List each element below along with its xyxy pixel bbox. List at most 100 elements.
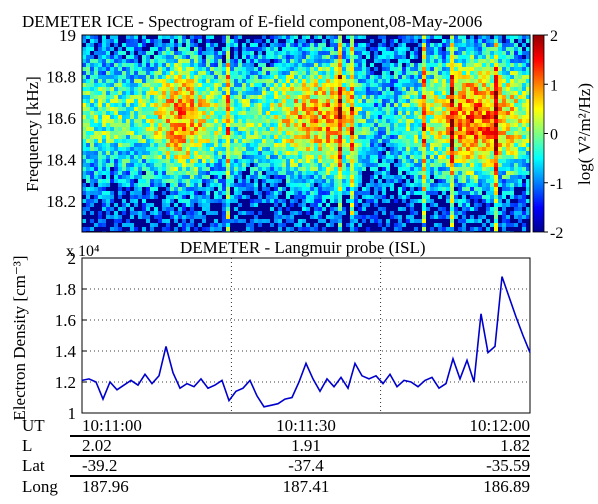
spectrogram-cell <box>494 187 498 191</box>
spectrogram-cell <box>310 179 314 183</box>
spectrogram-cell <box>474 123 478 127</box>
spectrogram-cell <box>518 219 522 223</box>
spectrogram-cell <box>314 35 318 39</box>
spectrogram-cell <box>438 51 442 55</box>
spectrogram-cell <box>190 195 194 199</box>
spectrogram-cell <box>474 155 478 159</box>
spectrogram-cell <box>310 55 314 59</box>
spectrogram-cell <box>130 75 134 79</box>
spectrogram-cell <box>250 79 254 83</box>
spectrogram-cell <box>510 115 514 119</box>
spectrogram-cell <box>338 55 342 59</box>
spectrogram-cell <box>306 163 310 167</box>
spectrogram-cell <box>166 43 170 47</box>
spectrogram-cell <box>290 63 294 67</box>
spectrogram-cell <box>398 99 402 103</box>
spectrogram-cell <box>422 47 426 51</box>
spectrogram-cell <box>342 71 346 75</box>
spectrogram-cell <box>318 71 322 75</box>
colorbar-tick-label: 1 <box>550 77 558 94</box>
spectrogram-cell <box>102 139 106 143</box>
spectrogram-cell <box>226 227 230 231</box>
spectrogram-cell <box>458 83 462 87</box>
spectrogram-cell <box>102 51 106 55</box>
spectrogram-cell <box>206 51 210 55</box>
spectrogram-cell <box>222 91 226 95</box>
spectrogram-cell <box>506 143 510 147</box>
spectrogram-cell <box>214 83 218 87</box>
spectrogram-cell <box>482 223 486 227</box>
spectrogram-cell <box>86 103 90 107</box>
spectrogram-cell <box>138 115 142 119</box>
spectrogram-cell <box>274 127 278 131</box>
spectrogram-cell <box>302 199 306 203</box>
spectrogram-cell <box>394 151 398 155</box>
spectrogram-cell <box>166 55 170 59</box>
spectrogram-cell <box>130 35 134 39</box>
spectrogram-cell <box>226 147 230 151</box>
spectrogram-cell <box>258 103 262 107</box>
spectrogram-cell <box>130 211 134 215</box>
spectrogram-cell <box>234 219 238 223</box>
spectrogram-cell <box>438 215 442 219</box>
spectrogram-cell <box>290 83 294 87</box>
spectrogram-cell <box>162 155 166 159</box>
spectrogram-cell <box>374 143 378 147</box>
spectrogram-cell <box>282 63 286 67</box>
spectrogram-cell <box>454 159 458 163</box>
spectrogram-cell <box>258 63 262 67</box>
spectrogram-cell <box>478 103 482 107</box>
spectrogram-cell <box>450 35 454 39</box>
spectrogram-cell <box>298 143 302 147</box>
density-plot-area <box>81 257 531 414</box>
spectrogram-cell <box>334 167 338 171</box>
spectrogram-cell <box>458 51 462 55</box>
spectrogram-cell <box>458 43 462 47</box>
spectrogram-cell <box>310 67 314 71</box>
spectrogram-cell <box>238 131 242 135</box>
spectrogram-cell <box>346 183 350 187</box>
spectrogram-cell <box>354 99 358 103</box>
spectrogram-cell <box>306 47 310 51</box>
spectrogram-cell <box>158 111 162 115</box>
spectrogram-cell <box>310 63 314 67</box>
spectrogram-cell <box>362 43 366 47</box>
spectrogram-cell <box>478 59 482 63</box>
spectrogram-cell <box>334 163 338 167</box>
spectrogram-cell <box>506 175 510 179</box>
spectrogram-cell <box>458 123 462 127</box>
spectrogram-cell <box>462 191 466 195</box>
spectrogram-cell <box>382 47 386 51</box>
spectrogram-cell <box>490 67 494 71</box>
spectrogram-cell <box>138 119 142 123</box>
spectrogram-cell <box>234 79 238 83</box>
spectrogram-cell <box>318 187 322 191</box>
spectrogram-cell <box>470 115 474 119</box>
spectrogram-cell <box>102 67 106 71</box>
spectrogram-cell <box>342 67 346 71</box>
spectrogram-cell <box>346 99 350 103</box>
spectrogram-cell <box>494 223 498 227</box>
spectrogram-cell <box>246 87 250 91</box>
spectrogram-cell <box>286 107 290 111</box>
spectrogram-cell <box>138 51 142 55</box>
spectrogram-cell <box>290 167 294 171</box>
spectrogram-cell <box>138 47 142 51</box>
spectrogram-cell <box>238 123 242 127</box>
spectrogram-cell <box>342 143 346 147</box>
spectrogram-cell <box>474 199 478 203</box>
spectrogram-cell <box>122 59 126 63</box>
spectrogram-cell <box>270 99 274 103</box>
spectrogram-cell <box>90 151 94 155</box>
spectrogram-cell <box>114 219 118 223</box>
spectrogram-cell <box>350 191 354 195</box>
spectrogram-cell <box>214 227 218 231</box>
spectrogram-cell <box>286 183 290 187</box>
spectrogram-cell <box>458 179 462 183</box>
spectrogram-cell <box>450 71 454 75</box>
spectrogram-cell <box>394 179 398 183</box>
spectrogram-cell <box>94 67 98 71</box>
spectrogram-cell <box>250 47 254 51</box>
spectrogram-cell <box>422 123 426 127</box>
spectrogram-cell <box>314 227 318 231</box>
